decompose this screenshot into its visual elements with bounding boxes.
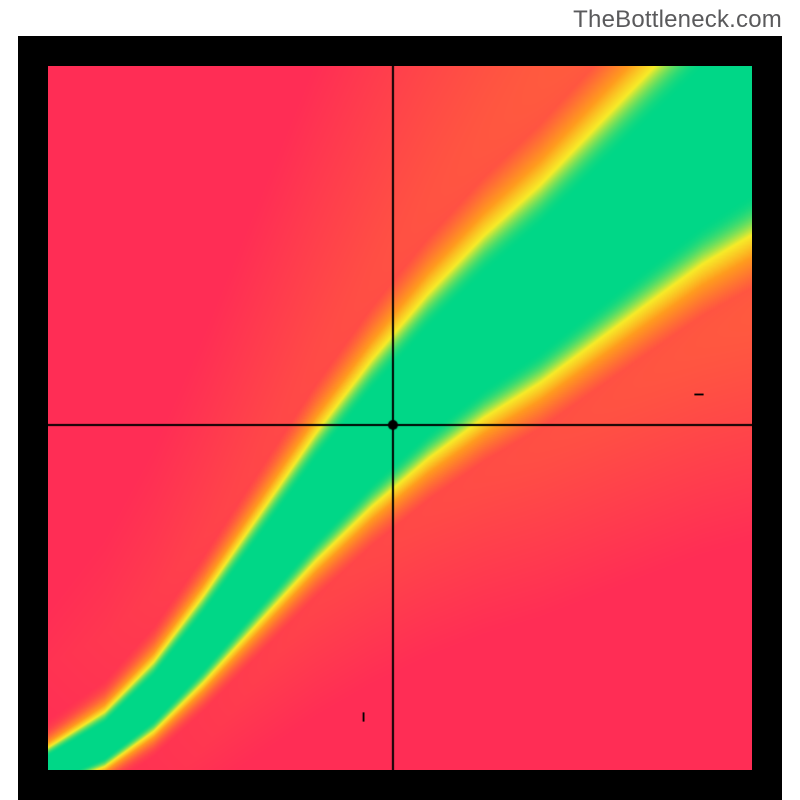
chart-border	[18, 36, 782, 800]
crosshair-stubs	[18, 36, 722, 740]
watermark-text: TheBottleneck.com	[573, 6, 782, 34]
root: TheBottleneck.com	[0, 0, 800, 800]
